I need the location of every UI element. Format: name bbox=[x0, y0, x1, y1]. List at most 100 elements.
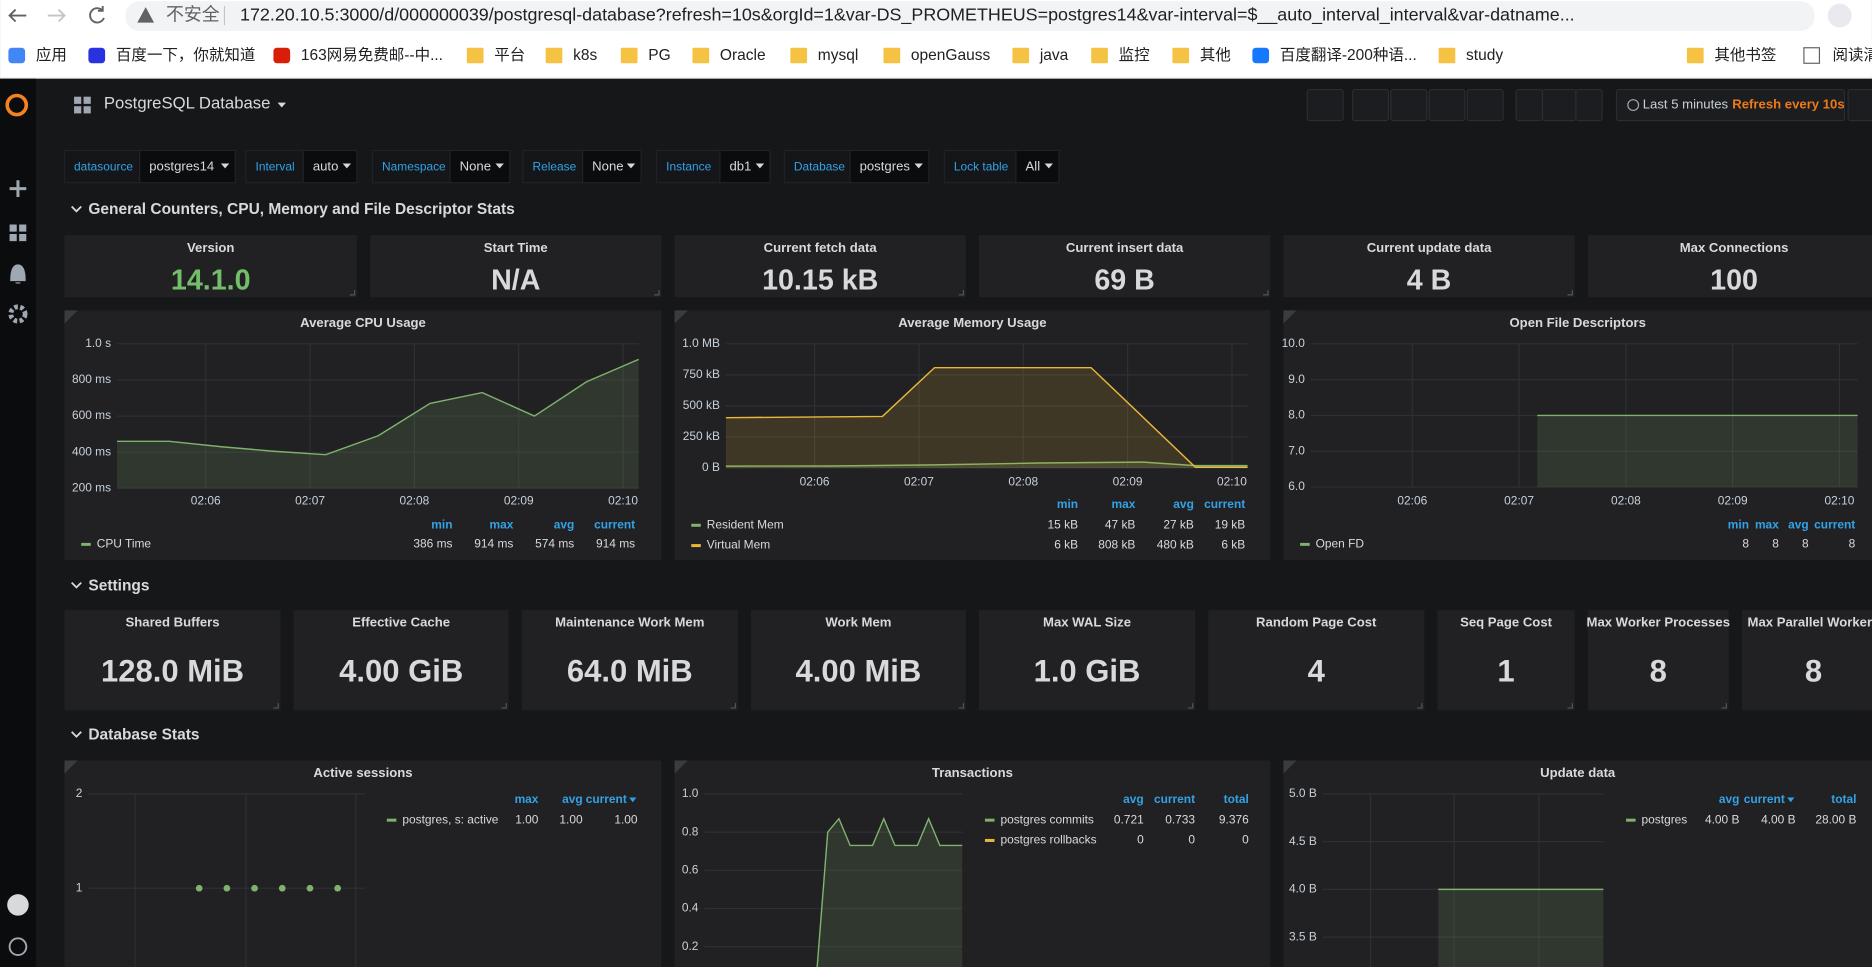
user-icon[interactable] bbox=[7, 894, 29, 916]
legend-header[interactable]: min bbox=[431, 517, 452, 531]
row-chevron[interactable] bbox=[71, 731, 82, 738]
legend-name[interactable]: postgres, s: active bbox=[402, 812, 498, 826]
toolbar-button[interactable] bbox=[1847, 88, 1872, 122]
variable-value-box[interactable] bbox=[719, 149, 771, 184]
y-tick-label: 10.0 bbox=[1282, 336, 1306, 350]
variable-value[interactable]: postgres bbox=[860, 159, 911, 174]
variable-value[interactable]: All bbox=[1026, 159, 1041, 174]
bookmark[interactable]: 平台 bbox=[494, 46, 525, 64]
row-chevron[interactable] bbox=[71, 205, 82, 213]
legend-header[interactable]: current bbox=[594, 517, 635, 531]
bookmark[interactable]: PG bbox=[648, 47, 670, 64]
legend-header[interactable]: max bbox=[490, 517, 514, 531]
folder-icon bbox=[545, 47, 563, 64]
legend-header[interactable]: min bbox=[1057, 497, 1078, 511]
legend-name[interactable]: Open FD bbox=[1316, 537, 1365, 551]
legend-header[interactable]: avg bbox=[1123, 792, 1144, 806]
bookmark[interactable]: 应用 bbox=[36, 45, 67, 64]
stat-title: Seq Page Cost bbox=[1460, 615, 1553, 630]
bookmark[interactable]: study bbox=[1466, 47, 1503, 64]
bookmark[interactable]: 监控 bbox=[1119, 46, 1150, 64]
bookmark[interactable]: 其他 bbox=[1200, 46, 1231, 64]
variable-value[interactable]: db1 bbox=[729, 159, 751, 174]
toolbar-button[interactable] bbox=[1390, 88, 1428, 122]
stat-value: N/A bbox=[491, 264, 540, 296]
bookmark[interactable]: mysql bbox=[818, 47, 858, 64]
toolbar-button[interactable] bbox=[1352, 88, 1390, 122]
row-title[interactable]: Settings bbox=[88, 577, 149, 594]
bookmark[interactable]: java bbox=[1039, 47, 1069, 64]
legend-header[interactable]: max bbox=[515, 792, 539, 806]
bookmark[interactable]: 163网易免费邮--中... bbox=[301, 46, 443, 64]
bookmark[interactable]: k8s bbox=[573, 47, 597, 64]
variable-value-box[interactable] bbox=[139, 149, 236, 184]
refresh-interval[interactable]: Refresh every 10s bbox=[1732, 97, 1844, 112]
dashboard-title[interactable]: PostgreSQL Database bbox=[104, 93, 271, 112]
legend-header[interactable]: min bbox=[1728, 517, 1749, 531]
folder-icon bbox=[1012, 47, 1030, 64]
toolbar-button[interactable] bbox=[1515, 88, 1544, 122]
legend-header[interactable]: avg bbox=[1788, 517, 1809, 531]
bookmark[interactable]: 其他书签 bbox=[1714, 46, 1776, 64]
toolbar-button[interactable] bbox=[1575, 88, 1603, 122]
folder-icon bbox=[1686, 47, 1704, 64]
forward-button[interactable] bbox=[47, 8, 66, 23]
bookmark[interactable]: 百度一下，你就知道 bbox=[116, 46, 256, 64]
legend-header[interactable]: max bbox=[1755, 517, 1779, 531]
create-icon[interactable] bbox=[9, 180, 27, 197]
security-label: 不安全 bbox=[166, 4, 220, 24]
variable-value[interactable]: auto bbox=[313, 159, 339, 174]
toolbar-button[interactable] bbox=[1466, 88, 1504, 122]
bookmark[interactable]: openGauss bbox=[911, 47, 991, 64]
legend-name[interactable]: postgres commits bbox=[1000, 812, 1093, 826]
legend-name[interactable]: Resident Mem bbox=[707, 517, 784, 531]
legend-header[interactable]: current bbox=[586, 792, 627, 806]
legend-header[interactable]: current bbox=[1154, 792, 1195, 806]
variable-value-box[interactable] bbox=[1015, 149, 1060, 184]
legend-header[interactable]: avg bbox=[1173, 497, 1194, 511]
reading-list[interactable]: 阅读清单 bbox=[1833, 46, 1872, 64]
legend-header[interactable]: current bbox=[1744, 792, 1785, 806]
legend-header[interactable]: total bbox=[1831, 792, 1856, 806]
legend-header[interactable]: avg bbox=[554, 517, 575, 531]
y-tick-label: 800 ms bbox=[72, 372, 111, 386]
series-line bbox=[725, 461, 1248, 467]
alerting-icon[interactable] bbox=[10, 264, 26, 284]
reload-button[interactable] bbox=[89, 5, 105, 24]
variable-value[interactable]: None bbox=[460, 159, 491, 174]
legend-name[interactable]: CPU Time bbox=[97, 537, 152, 551]
row-title[interactable]: General Counters, CPU, Memory and File D… bbox=[88, 201, 514, 218]
variable-value[interactable]: postgres14 bbox=[149, 159, 214, 174]
legend-name[interactable]: Virtual Mem bbox=[707, 538, 770, 552]
row-chevron[interactable] bbox=[71, 581, 82, 589]
legend-header[interactable]: avg bbox=[562, 792, 583, 806]
legend-name[interactable]: postgres bbox=[1642, 812, 1688, 826]
grafana-logo[interactable] bbox=[5, 93, 29, 117]
toolbar-button[interactable] bbox=[1541, 88, 1577, 122]
legend-value: 28.00 B bbox=[1815, 812, 1856, 826]
legend-value: 9.376 bbox=[1219, 812, 1249, 826]
graph-panel bbox=[674, 310, 1271, 560]
profile-button[interactable] bbox=[1827, 3, 1852, 28]
toolbar-button[interactable] bbox=[1306, 88, 1344, 122]
legend-header[interactable]: total bbox=[1224, 792, 1249, 806]
config-icon[interactable] bbox=[8, 304, 28, 324]
legend-header[interactable]: avg bbox=[1719, 792, 1740, 806]
legend-header[interactable]: max bbox=[1111, 497, 1135, 511]
time-range[interactable]: Last 5 minutes bbox=[1643, 97, 1729, 112]
help-icon[interactable] bbox=[8, 937, 28, 957]
address-bar[interactable] bbox=[125, 1, 1815, 32]
variable-value-box[interactable] bbox=[849, 149, 930, 184]
back-button[interactable] bbox=[8, 8, 27, 23]
toolbar-button[interactable] bbox=[1615, 88, 1846, 122]
bookmark[interactable]: Oracle bbox=[720, 47, 766, 64]
dashboards-icon[interactable] bbox=[9, 224, 27, 242]
bookmark[interactable]: 百度翻译-200种语... bbox=[1280, 46, 1417, 64]
variable-value[interactable]: None bbox=[592, 159, 623, 174]
url[interactable]: 172.20.10.5:3000/d/000000039/postgresql-… bbox=[240, 4, 1575, 25]
toolbar-button[interactable] bbox=[1428, 88, 1466, 122]
legend-header[interactable]: current bbox=[1814, 517, 1855, 531]
legend-header[interactable]: current bbox=[1204, 497, 1245, 511]
row-title[interactable]: Database Stats bbox=[88, 726, 199, 743]
legend-name[interactable]: postgres rollbacks bbox=[1000, 833, 1096, 847]
